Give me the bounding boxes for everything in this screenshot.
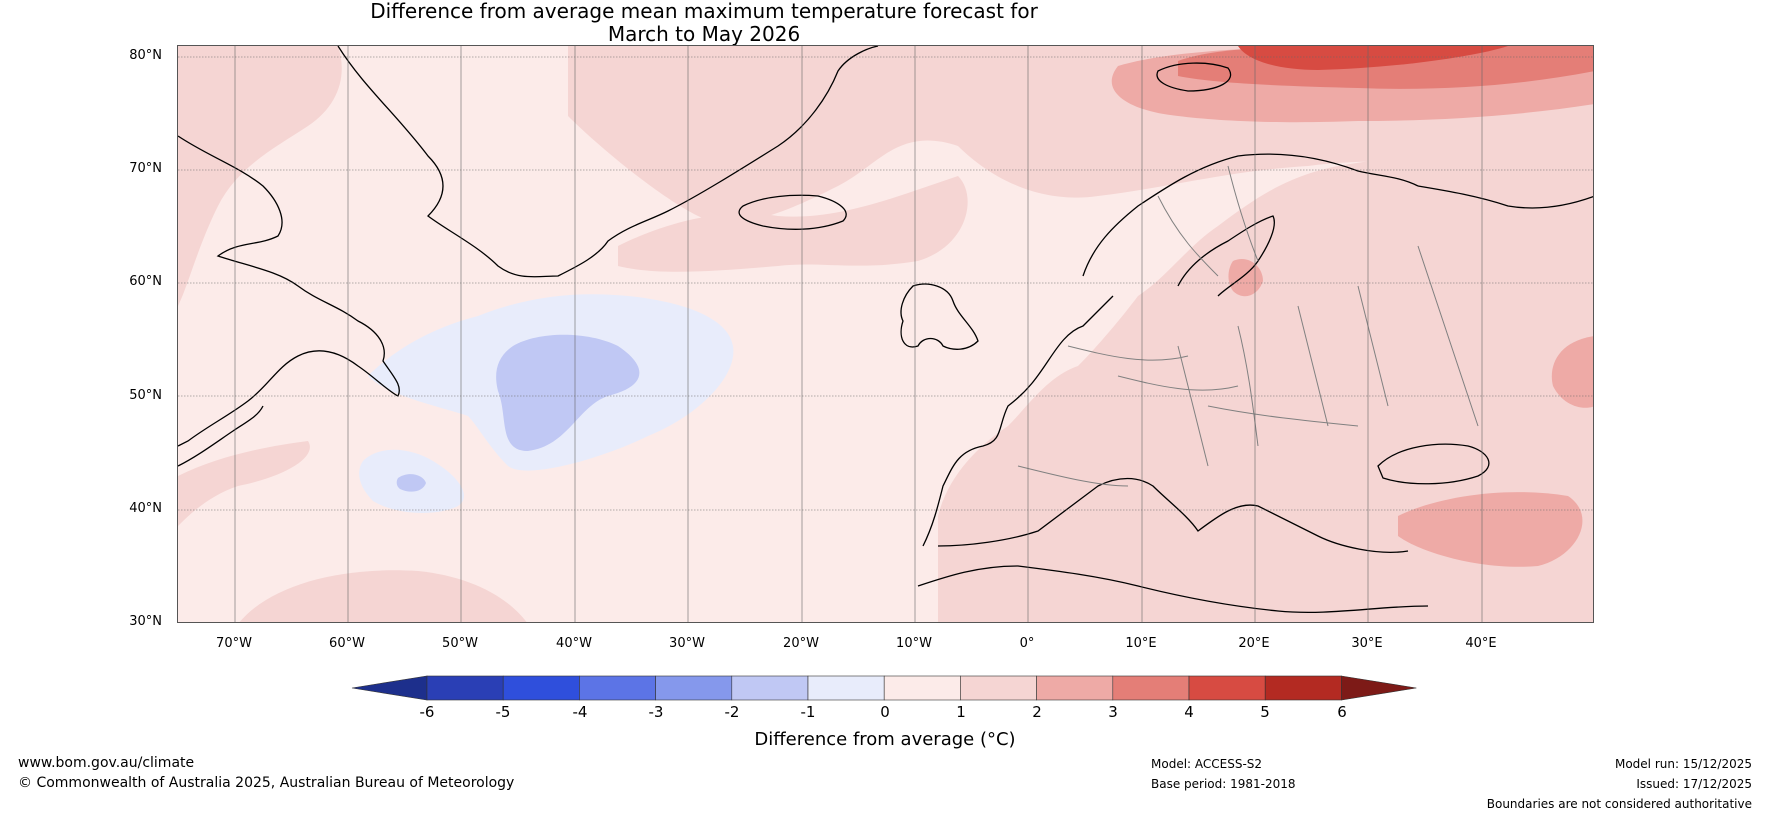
forecast-map-canvas: [178, 46, 1593, 622]
coastline-british-isles: [900, 283, 979, 350]
footer-website-link[interactable]: www.bom.gov.au/climate: [18, 755, 195, 771]
land-warm-region-europe: [938, 149, 1593, 622]
forecast-map[interactable]: [177, 45, 1594, 623]
colorbar-segment-11: [1188, 675, 1266, 701]
colorbar-segment-9: [1036, 675, 1114, 701]
lat-label-50n: 50°N: [129, 388, 162, 403]
lon-label-60w: 60°W: [329, 636, 365, 651]
footer-boundaries-note: Boundaries are not considered authoritat…: [1486, 797, 1752, 811]
cb-tick-1: 1: [956, 703, 966, 721]
lon-label-20w: 20°W: [783, 636, 819, 651]
cb-tick-0: 0: [880, 703, 890, 721]
colorbar-segment-4: [655, 675, 733, 701]
footer-copyright: © Commonwealth of Australia 2025, Austra…: [18, 775, 515, 791]
colorbar-segment-2: [502, 675, 580, 701]
colorbar-label: Difference from average (°C): [754, 729, 1016, 750]
coastline-iceland: [738, 194, 847, 230]
colorbar-segment-12: [1264, 675, 1342, 701]
warm-band-iceland-south: [618, 176, 968, 272]
cb-tick-6: 6: [1337, 703, 1347, 721]
footer-model-run: Model run: 15/12/2025: [1614, 757, 1752, 771]
lon-label-50w: 50°W: [442, 636, 478, 651]
meridians: [234, 46, 1483, 622]
coastline-russia-north: [1417, 185, 1593, 209]
cb-tick-5: 5: [1260, 703, 1270, 721]
coastline-black-sea: [1377, 443, 1490, 485]
lat-label-60n: 60°N: [129, 274, 162, 289]
lat-label-70n: 70°N: [129, 161, 162, 176]
southwest-atlantic-warm: [239, 570, 527, 622]
cb-tick-minus3: -3: [648, 703, 664, 721]
lat-label-30n: 30°N: [129, 614, 162, 629]
coastline-north-africa: [917, 565, 1429, 614]
colorbar-segment-5: [731, 675, 809, 701]
lon-label-10w: 10°W: [896, 636, 932, 651]
map-title-line-2: March to May 2026: [607, 22, 801, 46]
colorbar-segments: [351, 675, 1417, 701]
coastline-canada-south: [178, 405, 264, 467]
lon-label-40e: 40°E: [1465, 636, 1497, 651]
russia-east-warm-anomaly: [1551, 336, 1593, 408]
atlantic-cool-core: [496, 334, 640, 451]
cb-tick-minus1: -1: [800, 703, 816, 721]
middle-east-warm-anomaly: [1398, 492, 1583, 567]
colorbar-segment-1: [426, 675, 504, 701]
coastline-svalbard: [1156, 62, 1232, 92]
cb-tick-minus4: -4: [572, 703, 588, 721]
national-borders: [1017, 165, 1479, 487]
footer-base-period: Base period: 1981-2018: [1151, 777, 1296, 791]
colorbar-segment-8: [960, 675, 1037, 701]
colorbar-extend-high: [1341, 675, 1417, 701]
lat-label-40n: 40°N: [129, 501, 162, 516]
lat-label-80n: 80°N: [129, 48, 162, 63]
coastline-greenland: [337, 46, 879, 278]
coastline-mediterranean: [937, 477, 1409, 553]
lon-label-70w: 70°W: [216, 636, 252, 651]
cb-tick-4: 4: [1184, 703, 1194, 721]
lon-label-40w: 40°W: [556, 636, 592, 651]
gridlines: [178, 56, 1593, 511]
cb-tick-minus2: -2: [724, 703, 740, 721]
map-title: Difference from average mean maximum tem…: [0, 0, 1408, 46]
colorbar-segment-3: [579, 675, 656, 701]
coastline-scandinavia: [1082, 153, 1419, 297]
colorbar-segment-7: [883, 675, 961, 701]
svalbard-hot-core: [1238, 46, 1508, 70]
colorbar-extend-low: [351, 675, 428, 701]
coastline-europe-west: [922, 295, 1114, 547]
lon-label-10e: 10°E: [1125, 636, 1157, 651]
colorbar-segment-10: [1112, 675, 1190, 701]
west-atlantic-warm-strip: [178, 46, 342, 306]
scandinavia-warm-spot: [1228, 258, 1263, 297]
lon-label-30e: 30°E: [1351, 636, 1383, 651]
cb-tick-2: 2: [1032, 703, 1042, 721]
cb-tick-3: 3: [1108, 703, 1118, 721]
cb-tick-minus6: -6: [419, 703, 435, 721]
colorbar: [351, 675, 1417, 701]
lon-label-20e: 20°E: [1238, 636, 1270, 651]
lon-label-30w: 30°W: [669, 636, 705, 651]
footer-model: Model: ACCESS-S2: [1151, 757, 1263, 771]
cb-tick-minus5: -5: [495, 703, 511, 721]
coastline-canada: [178, 135, 400, 447]
colorbar-segment-6: [807, 675, 885, 701]
footer-issued: Issued: 17/12/2025: [1636, 777, 1752, 791]
west-atlantic-south-warm: [178, 441, 310, 526]
southwest-cool-core: [396, 474, 426, 492]
map-title-line-1: Difference from average mean maximum tem…: [370, 0, 1038, 23]
lon-label-0: 0°: [1019, 636, 1035, 651]
